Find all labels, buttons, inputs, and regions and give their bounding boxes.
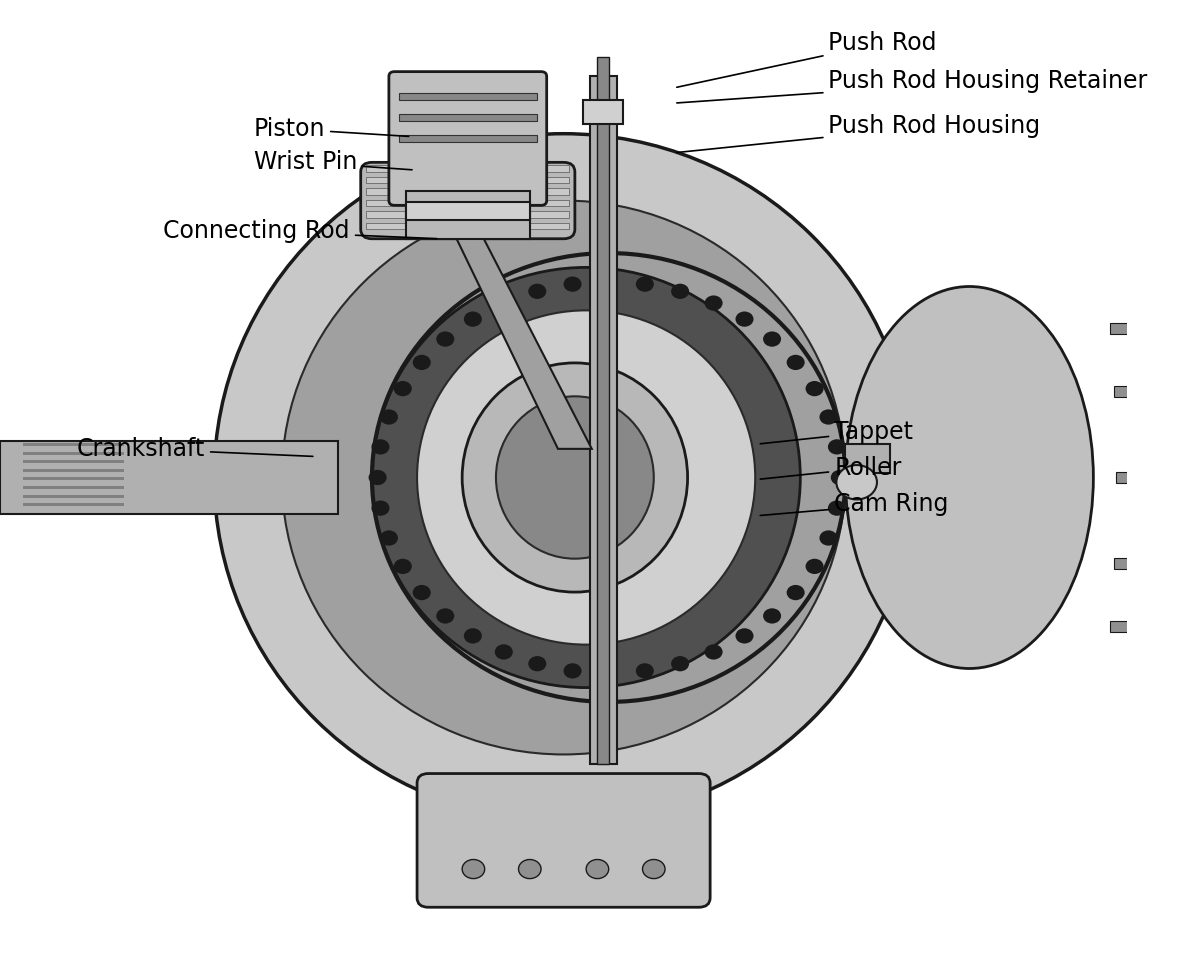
Bar <box>400 114 536 121</box>
Bar <box>23 486 124 489</box>
FancyBboxPatch shape <box>418 774 710 907</box>
Circle shape <box>564 277 582 292</box>
Bar <box>366 165 569 172</box>
Bar <box>1116 472 1162 483</box>
Polygon shape <box>455 234 592 449</box>
FancyBboxPatch shape <box>389 72 547 205</box>
Circle shape <box>805 381 823 396</box>
Circle shape <box>494 645 512 660</box>
Circle shape <box>462 860 485 879</box>
Circle shape <box>763 608 781 624</box>
Circle shape <box>836 465 877 499</box>
Circle shape <box>464 311 482 327</box>
Ellipse shape <box>846 286 1093 668</box>
Bar <box>589 76 617 764</box>
FancyBboxPatch shape <box>361 162 575 239</box>
Bar <box>406 191 529 239</box>
Circle shape <box>518 860 541 879</box>
Bar <box>23 452 124 455</box>
Circle shape <box>636 277 654 292</box>
Circle shape <box>820 410 838 425</box>
Circle shape <box>368 470 386 485</box>
Text: Push Rod Housing Retainer: Push Rod Housing Retainer <box>677 69 1147 103</box>
Circle shape <box>586 860 608 879</box>
Circle shape <box>600 666 618 681</box>
Circle shape <box>763 331 781 347</box>
Circle shape <box>372 439 390 455</box>
Bar <box>366 211 569 218</box>
Circle shape <box>830 470 848 485</box>
Circle shape <box>380 410 398 425</box>
Text: Crankshaft: Crankshaft <box>77 436 313 461</box>
Circle shape <box>736 311 754 327</box>
Circle shape <box>394 381 412 396</box>
Bar <box>23 503 124 506</box>
Bar <box>366 188 569 195</box>
Bar <box>1110 323 1156 334</box>
Circle shape <box>394 559 412 574</box>
Circle shape <box>380 530 398 545</box>
Circle shape <box>736 628 754 644</box>
Circle shape <box>528 284 546 299</box>
Bar <box>400 135 536 142</box>
Text: Cam Ring: Cam Ring <box>761 492 948 517</box>
Circle shape <box>704 645 722 660</box>
Bar <box>366 200 569 206</box>
Bar <box>400 93 536 100</box>
Bar <box>23 469 124 472</box>
Bar <box>0 441 338 514</box>
Bar <box>23 495 124 498</box>
Circle shape <box>787 355 805 371</box>
Text: Roller: Roller <box>761 456 901 480</box>
Circle shape <box>828 500 846 516</box>
Bar <box>1115 558 1159 569</box>
Circle shape <box>671 284 689 299</box>
Bar <box>23 443 124 446</box>
Text: Tappet: Tappet <box>761 419 913 444</box>
Bar <box>366 177 569 183</box>
Ellipse shape <box>496 396 654 559</box>
Circle shape <box>494 295 512 310</box>
Circle shape <box>642 860 665 879</box>
Bar <box>598 57 608 764</box>
Bar <box>1110 621 1156 632</box>
Circle shape <box>564 663 582 678</box>
Circle shape <box>636 663 654 678</box>
Ellipse shape <box>214 134 913 821</box>
Circle shape <box>413 355 431 371</box>
Ellipse shape <box>418 310 755 645</box>
Circle shape <box>820 530 838 545</box>
Circle shape <box>528 656 546 671</box>
Circle shape <box>787 584 805 600</box>
Circle shape <box>437 608 455 624</box>
Bar <box>1115 386 1159 397</box>
Bar <box>846 444 890 473</box>
Ellipse shape <box>462 363 688 592</box>
Ellipse shape <box>372 267 800 688</box>
Circle shape <box>372 500 390 516</box>
Circle shape <box>600 274 618 289</box>
Text: Wrist Pin: Wrist Pin <box>253 150 412 175</box>
Circle shape <box>437 331 455 347</box>
Circle shape <box>671 656 689 671</box>
Circle shape <box>704 295 722 310</box>
Text: Piston: Piston <box>253 117 409 141</box>
Text: Connecting Rod: Connecting Rod <box>163 219 437 244</box>
Bar <box>23 460 124 463</box>
Bar <box>406 202 529 220</box>
Bar <box>583 100 623 124</box>
Text: Push Rod Housing: Push Rod Housing <box>677 114 1040 153</box>
Ellipse shape <box>282 201 846 754</box>
Circle shape <box>413 584 431 600</box>
Circle shape <box>828 439 846 455</box>
Text: Push Rod: Push Rod <box>677 31 937 87</box>
Bar <box>366 223 569 229</box>
Circle shape <box>464 628 482 644</box>
Circle shape <box>805 559 823 574</box>
Bar <box>23 478 124 480</box>
